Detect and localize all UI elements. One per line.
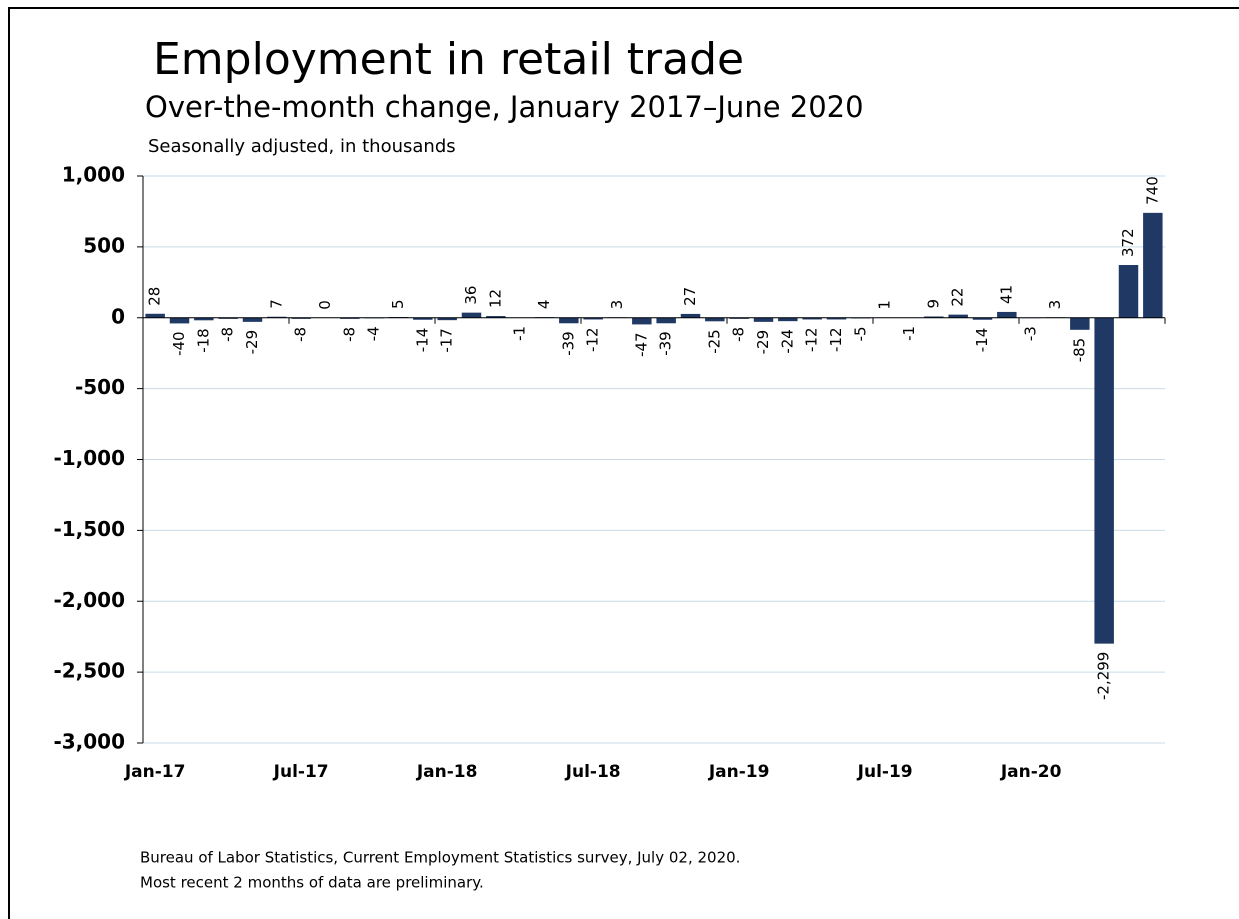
bar — [1118, 265, 1139, 318]
bar — [461, 312, 482, 318]
data-label: 7 — [267, 299, 285, 309]
bar — [656, 317, 676, 324]
bar — [559, 317, 579, 324]
x-tick-label: Jul-17 — [273, 762, 329, 782]
data-label: 27 — [681, 287, 699, 306]
bar — [291, 317, 311, 319]
data-label: 4 — [535, 300, 553, 310]
y-tick-label: 500 — [83, 233, 125, 257]
bar — [169, 317, 190, 324]
data-label: -8 — [340, 327, 358, 342]
data-label: -39 — [657, 331, 675, 356]
bar — [632, 317, 652, 325]
bar — [924, 316, 944, 318]
frame — [8, 7, 1239, 919]
data-label: -8 — [730, 327, 748, 342]
bar — [1143, 212, 1163, 318]
data-label: -12 — [803, 327, 821, 352]
x-tick-label: Jul-18 — [565, 762, 621, 782]
data-label: -3 — [1022, 326, 1040, 341]
data-label: 5 — [389, 299, 407, 309]
bar — [194, 317, 214, 321]
bar — [218, 317, 238, 319]
data-label: -2,299 — [1095, 652, 1113, 700]
data-label: -1 — [511, 326, 529, 341]
data-label: 12 — [486, 289, 504, 308]
data-label: 36 — [462, 286, 480, 305]
x-tick-label: Jan-19 — [708, 762, 770, 782]
bar — [948, 314, 968, 318]
data-label: 3 — [608, 300, 626, 310]
data-label: -47 — [632, 332, 650, 357]
data-label: 740 — [1143, 176, 1161, 205]
bar — [242, 317, 263, 322]
y-tick-label: -2,500 — [53, 659, 125, 683]
x-tick-label: Jan-17 — [124, 762, 186, 782]
data-label: -39 — [559, 331, 577, 356]
data-label: -29 — [754, 330, 772, 355]
data-label: -1 — [900, 326, 918, 341]
y-tick-label: 0 — [111, 304, 125, 328]
data-label: -8 — [219, 327, 237, 342]
data-label: -17 — [438, 328, 456, 353]
x-tick-label: Jan-20 — [1000, 762, 1062, 782]
y-tick-label: -500 — [75, 375, 125, 399]
data-label: 28 — [146, 287, 164, 306]
bar — [802, 317, 822, 320]
bar — [997, 311, 1017, 318]
bar — [1094, 317, 1114, 644]
data-label: 9 — [924, 299, 942, 309]
bar — [340, 317, 360, 319]
data-label: 372 — [1119, 228, 1137, 257]
data-label: -14 — [973, 328, 991, 353]
data-label: -12 — [584, 327, 602, 352]
data-label: -8 — [292, 327, 310, 342]
bar — [680, 313, 701, 318]
bar — [145, 313, 165, 318]
bar — [729, 317, 749, 319]
y-tick-label: -3,000 — [53, 730, 125, 754]
y-tick-label: -1,500 — [53, 517, 125, 541]
bar — [437, 317, 457, 321]
data-label: 1 — [876, 300, 894, 310]
data-label: -14 — [413, 328, 431, 353]
bar — [486, 316, 506, 318]
data-label: -24 — [778, 329, 796, 354]
bar — [972, 317, 993, 320]
x-tick-label: Jan-18 — [416, 762, 478, 782]
data-label: 22 — [949, 288, 967, 307]
data-label: 0 — [316, 300, 334, 310]
bar — [413, 317, 433, 320]
data-label: -5 — [851, 326, 869, 341]
data-label: -40 — [170, 331, 188, 356]
y-tick-label: -1,000 — [53, 446, 125, 470]
bar — [1070, 317, 1090, 330]
y-tick-label: -2,000 — [53, 588, 125, 612]
y-axis-label: Seasonally adjusted, in thousands — [148, 136, 456, 157]
note: Most recent 2 months of data are prelimi… — [140, 874, 484, 892]
bar — [705, 317, 725, 322]
bar — [583, 317, 603, 320]
data-label: -25 — [705, 329, 723, 354]
data-label: 41 — [997, 285, 1015, 304]
note: Bureau of Labor Statistics, Current Empl… — [140, 849, 740, 867]
x-tick-label: Jul-19 — [857, 762, 913, 782]
data-label: -29 — [243, 330, 261, 355]
data-label: -85 — [1070, 338, 1088, 363]
chart-title: Employment in retail trade — [153, 34, 744, 85]
y-tick-label: 1,000 — [62, 163, 125, 187]
bar — [778, 317, 798, 322]
bar — [753, 317, 774, 322]
data-label: 3 — [1046, 300, 1064, 310]
bar — [826, 317, 847, 320]
chart-subtitle: Over-the-month change, January 2017–June… — [145, 90, 864, 124]
data-label: -18 — [194, 328, 212, 353]
data-label: -4 — [365, 326, 383, 341]
data-label: -12 — [827, 327, 845, 352]
